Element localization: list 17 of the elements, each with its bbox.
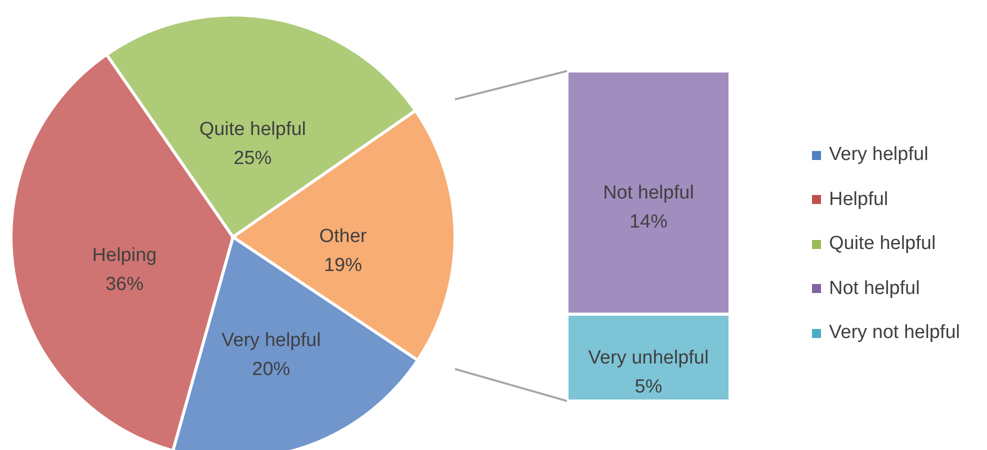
category-label: Quite helpful xyxy=(829,233,936,256)
data-label: 36% xyxy=(105,274,144,296)
category-label: Very not helpful xyxy=(829,322,960,344)
slice-label: Other xyxy=(319,226,368,248)
category-label: Helpful xyxy=(829,188,888,211)
series-label: Very unhelpful xyxy=(588,348,709,369)
data-label: 19% xyxy=(324,255,362,276)
slice-label: Helping xyxy=(92,245,157,266)
category-label: Very helpful xyxy=(829,144,928,166)
category-label: Not helpful xyxy=(829,278,920,300)
series-label: Not helpful xyxy=(603,182,694,204)
slice-label: Very helpful xyxy=(222,330,321,352)
data-label: 5% xyxy=(634,376,662,398)
data-label: 25% xyxy=(234,148,272,169)
data-label: 14% xyxy=(629,212,668,233)
slice-label: Quite helpful xyxy=(199,118,306,140)
data-label: 20% xyxy=(252,359,290,380)
